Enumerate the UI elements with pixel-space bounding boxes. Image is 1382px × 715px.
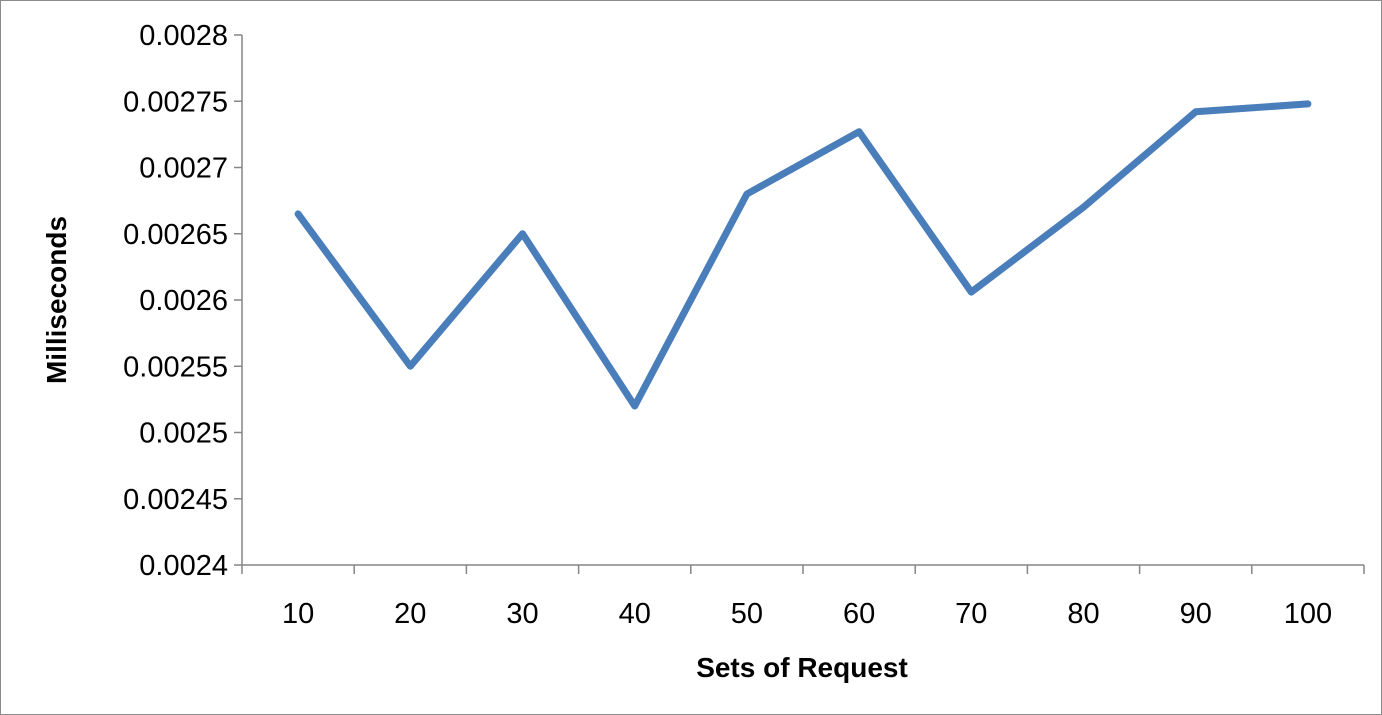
x-tick-label: 80: [1067, 598, 1099, 630]
x-tick-label: 70: [955, 598, 987, 630]
x-tick-label: 60: [843, 598, 875, 630]
series-layer: [294, 100, 1312, 410]
data-point: [1195, 111, 1197, 113]
data-point: [522, 233, 524, 235]
y-tick-label: 0.00265: [123, 219, 228, 251]
data-point: [634, 405, 636, 407]
x-axis-title: Sets of Request: [696, 652, 908, 683]
data-point: [297, 213, 299, 215]
data-point: [970, 291, 972, 293]
x-tick-label: 50: [731, 598, 763, 630]
x-tick-label: 10: [282, 598, 314, 630]
x-tick-label: 30: [506, 598, 538, 630]
x-tick-label: 20: [394, 598, 426, 630]
data-point: [1307, 103, 1309, 105]
y-tick-label: 0.0025: [139, 418, 228, 450]
x-tick-label: 90: [1180, 598, 1212, 630]
y-tick-label: 0.0024: [139, 550, 228, 582]
y-tick-label: 0.0026: [139, 285, 228, 317]
y-tick-label: 0.0028: [139, 20, 228, 52]
data-point: [858, 131, 860, 133]
data-point: [1083, 206, 1085, 208]
y-tick-label: 0.0027: [139, 153, 228, 185]
series-line: [294, 100, 1312, 410]
y-tick-label: 0.00255: [123, 351, 228, 383]
y-axis-title: Milliseconds: [41, 216, 72, 384]
data-point: [746, 193, 748, 195]
y-tick-label: 0.00275: [123, 86, 228, 118]
x-tick-label: 100: [1284, 598, 1332, 630]
y-axis: 0.0024 0.00245 0.0025 0.00255 0.0026 0.00265 0…: [123, 20, 243, 582]
x-tick-label: 40: [619, 598, 651, 630]
x-axis: 10 20 30 40 50 60 70 80 90 100: [241, 564, 1365, 630]
y-tick-label: 0.00245: [123, 484, 228, 516]
data-point: [409, 365, 411, 367]
